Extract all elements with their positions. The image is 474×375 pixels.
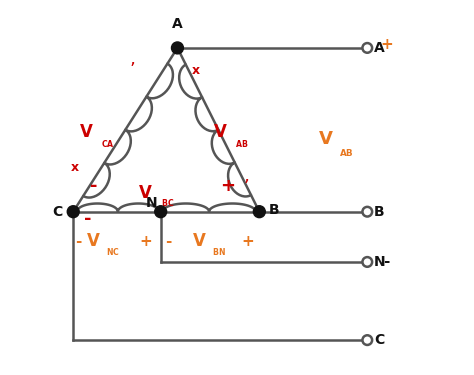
Text: $\bf{_{BC}}$: $\bf{_{BC}}$ xyxy=(161,198,174,210)
Text: B: B xyxy=(374,205,384,219)
Text: -: - xyxy=(84,210,92,228)
Text: C: C xyxy=(374,333,384,347)
Text: $\bf{_{NC}}$: $\bf{_{NC}}$ xyxy=(106,246,120,259)
Circle shape xyxy=(172,42,183,54)
Text: +: + xyxy=(242,234,255,249)
Text: $\bf{V}$: $\bf{V}$ xyxy=(318,130,334,148)
Text: ’: ’ xyxy=(244,178,249,196)
Text: $\bf{_{AB}}$: $\bf{_{AB}}$ xyxy=(235,138,249,151)
Text: $\bf{V}$: $\bf{V}$ xyxy=(79,123,94,141)
Text: $\bf{_{BN}}$: $\bf{_{BN}}$ xyxy=(212,246,226,259)
Text: $\bf{V}$: $\bf{V}$ xyxy=(213,123,228,141)
Text: N: N xyxy=(374,255,386,269)
Circle shape xyxy=(254,206,265,218)
Circle shape xyxy=(67,206,79,218)
Text: $\bf{V}$: $\bf{V}$ xyxy=(86,232,101,250)
Text: A: A xyxy=(172,17,183,31)
Text: +: + xyxy=(380,37,393,52)
Text: C: C xyxy=(53,205,63,219)
Circle shape xyxy=(363,335,372,345)
Text: +: + xyxy=(220,177,235,195)
Circle shape xyxy=(363,257,372,267)
Text: x: x xyxy=(71,160,79,174)
Text: x: x xyxy=(192,64,200,77)
Circle shape xyxy=(363,207,372,216)
Text: A: A xyxy=(374,41,385,55)
Text: -: - xyxy=(383,255,389,270)
Text: $\bf{_{AB}}$: $\bf{_{AB}}$ xyxy=(339,146,354,159)
Text: ’: ’ xyxy=(130,61,136,79)
Circle shape xyxy=(363,43,372,53)
Text: $\bf{V}$: $\bf{V}$ xyxy=(138,184,153,202)
Text: -: - xyxy=(90,177,98,195)
Text: $\bf{V}$: $\bf{V}$ xyxy=(192,232,207,250)
Text: N: N xyxy=(146,196,157,210)
Circle shape xyxy=(155,206,167,218)
Text: -: - xyxy=(76,234,82,249)
Text: -: - xyxy=(165,234,171,249)
Text: B: B xyxy=(269,203,279,217)
Text: $\bf{_{CA}}$: $\bf{_{CA}}$ xyxy=(101,138,115,151)
Text: +: + xyxy=(139,234,152,249)
